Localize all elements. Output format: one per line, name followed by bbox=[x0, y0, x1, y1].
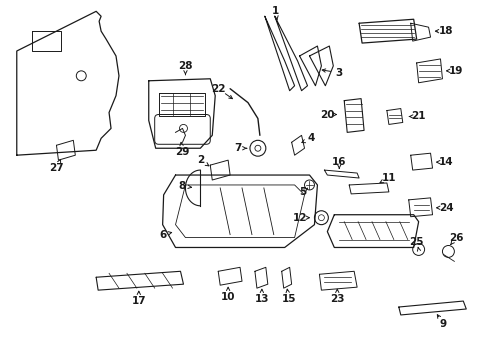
Text: 11: 11 bbox=[381, 173, 395, 183]
Text: 24: 24 bbox=[438, 203, 453, 213]
Text: 15: 15 bbox=[281, 294, 295, 304]
Text: 3: 3 bbox=[335, 68, 342, 78]
Text: 22: 22 bbox=[210, 84, 225, 94]
Text: 12: 12 bbox=[292, 213, 306, 223]
Text: 1: 1 bbox=[272, 6, 279, 16]
Text: 25: 25 bbox=[408, 237, 423, 247]
Text: 7: 7 bbox=[234, 143, 241, 153]
Text: 21: 21 bbox=[410, 112, 425, 121]
Text: 5: 5 bbox=[298, 187, 305, 197]
Text: 10: 10 bbox=[221, 292, 235, 302]
Text: 20: 20 bbox=[320, 109, 334, 120]
Text: 26: 26 bbox=[448, 233, 463, 243]
Text: 19: 19 bbox=[448, 66, 463, 76]
Text: 4: 4 bbox=[307, 133, 315, 143]
Text: 16: 16 bbox=[331, 157, 346, 167]
Text: 27: 27 bbox=[49, 163, 63, 173]
Text: 2: 2 bbox=[196, 155, 203, 165]
Text: 29: 29 bbox=[175, 147, 189, 157]
Text: 14: 14 bbox=[438, 157, 453, 167]
Text: 18: 18 bbox=[438, 26, 453, 36]
Text: 23: 23 bbox=[329, 294, 344, 304]
Text: 9: 9 bbox=[439, 319, 446, 329]
Text: 6: 6 bbox=[159, 230, 166, 239]
Text: 13: 13 bbox=[254, 294, 268, 304]
Text: 17: 17 bbox=[131, 296, 146, 306]
Text: 28: 28 bbox=[178, 61, 192, 71]
Text: 8: 8 bbox=[179, 181, 186, 191]
